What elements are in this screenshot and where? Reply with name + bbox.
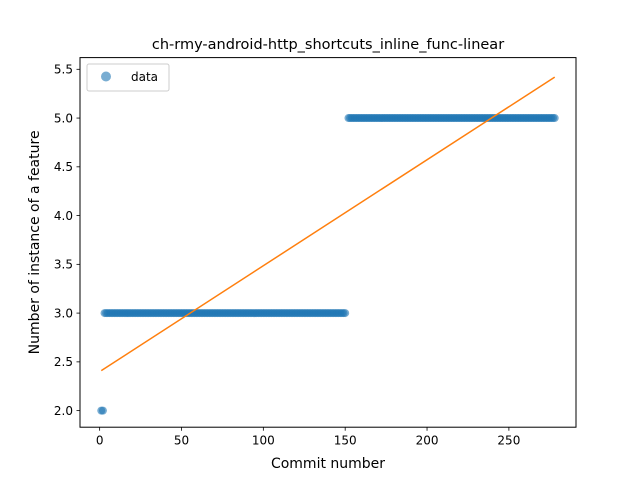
y-tick-label: 2.5: [54, 355, 73, 369]
x-tick-label: 50: [174, 434, 189, 448]
legend-box: [86, 63, 170, 92]
y-tick-label: 5.5: [54, 63, 73, 77]
y-tick-label: 3.0: [54, 306, 73, 320]
plot-frame: [79, 57, 577, 428]
legend-marker-data: [101, 71, 111, 82]
plot-area: [80, 57, 576, 428]
x-tick-label: 150: [334, 434, 357, 448]
y-axis-label: Number of instance of a feature: [27, 130, 43, 354]
y-axis-ticks: 2.0 2.5 3.0 3.5 4.0 4.5 5.0 5.5: [54, 63, 80, 418]
x-tick-label: 100: [252, 434, 275, 448]
data-point: [98, 406, 107, 415]
data-layer: [97, 114, 559, 415]
fit-line-layer: [100, 76, 556, 372]
x-tick-label: 250: [497, 434, 520, 448]
x-tick-label: 200: [416, 434, 439, 448]
y-tick-label: 2.0: [54, 404, 73, 418]
y-tick-label: 5.0: [54, 111, 73, 125]
x-axis-ticks: 0 50 100 150 200 250: [96, 427, 520, 448]
legend-label-data: data: [131, 70, 158, 84]
y-tick-label: 4.5: [54, 160, 73, 174]
legend: data: [86, 63, 170, 92]
data-point: [550, 114, 559, 123]
x-tick-label: 0: [96, 434, 104, 448]
y-tick-label: 3.5: [54, 258, 73, 272]
y-tick-label: 4.0: [54, 209, 73, 223]
data-point: [341, 309, 350, 318]
fit-line: [100, 76, 556, 372]
x-axis-label: Commit number: [271, 456, 385, 472]
chart-title: ch-rmy-android-http_shortcuts_inline_fun…: [152, 37, 504, 53]
